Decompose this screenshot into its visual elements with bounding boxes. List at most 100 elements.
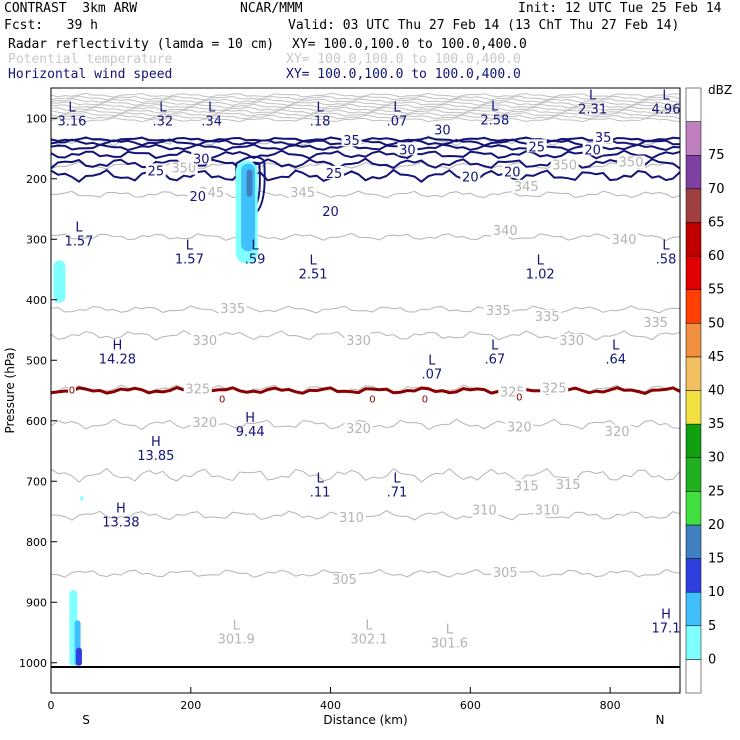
- colorbar-label: 75: [708, 148, 725, 163]
- colorbar-swatch: [685, 188, 702, 223]
- theta-label-bg: [169, 161, 198, 175]
- theta-label: 315: [556, 478, 581, 493]
- low-marker: L: [159, 101, 167, 116]
- extremum-value: .59: [245, 252, 266, 267]
- theta-contour-320: [50, 418, 681, 430]
- theta-label-bg: [540, 381, 569, 395]
- y-tick-label: 500: [26, 354, 47, 367]
- theta-label: 320: [507, 421, 532, 436]
- low-marker: L: [491, 99, 499, 114]
- theta-label: 320: [192, 416, 217, 431]
- surface-high-marker: H: [661, 608, 671, 623]
- y-axis-title: Pressure (hPa): [3, 347, 17, 433]
- valid-time: Valid: 03 UTC Thu 27 Feb 14 (13 ChT Thu …: [288, 18, 680, 33]
- colorbar-label: 35: [708, 417, 725, 432]
- y-tick-label: 800: [26, 536, 47, 549]
- theta-contour-335: [50, 305, 681, 314]
- wind-label-bg: [432, 122, 453, 136]
- zero-label-bg: [67, 384, 76, 394]
- wind-label-bg: [320, 204, 341, 218]
- theta-label-bg: [183, 382, 212, 396]
- wind-label: 20: [189, 190, 206, 205]
- zero-label-bg: [218, 393, 227, 403]
- low-marker: L: [428, 353, 436, 368]
- theta-label-bg: [330, 573, 359, 587]
- colorbar-unit: dBZ: [708, 83, 732, 97]
- wind-label-bg: [593, 130, 614, 144]
- wind-label-bg: [191, 151, 212, 165]
- surface-value: 17.1: [652, 622, 681, 637]
- field3-xy: XY= 100.0,100.0 to 100.0,400.0: [286, 67, 521, 82]
- colorbar-label: 50: [708, 316, 725, 331]
- extremum-value: .64: [605, 352, 626, 367]
- reflectivity-cell: [53, 260, 66, 303]
- colorbar-label: 15: [708, 552, 725, 567]
- field2-name: Potential temperature: [8, 52, 173, 67]
- theta-contour-upper: [50, 100, 681, 106]
- surface-low-marker: L: [233, 618, 241, 633]
- theta-contour-upper: [50, 114, 681, 120]
- extremum-value: 4.96: [652, 102, 681, 117]
- field2-xy: XY= 100.0,100.0 to 100.0,400.0: [286, 52, 521, 67]
- x-axis-title: Distance (km): [323, 713, 407, 727]
- theta-label-bg: [190, 415, 219, 429]
- low-marker: L: [251, 238, 259, 253]
- low-marker: L: [316, 471, 324, 486]
- theta-contour-upper: [50, 103, 681, 109]
- theta-contour-350: [50, 161, 681, 170]
- low-marker: L: [186, 238, 194, 253]
- wind-isotach: [50, 143, 681, 152]
- theta-label: 340: [612, 233, 637, 248]
- surface-low-marker: L: [365, 618, 373, 633]
- colorbar-swatch: [685, 323, 702, 358]
- wind-label: 20: [462, 171, 479, 186]
- theta-label-bg: [491, 565, 520, 579]
- wind-label: 20: [504, 166, 521, 181]
- colorbar-swatch: [685, 591, 702, 627]
- theta-label: 320: [605, 425, 630, 440]
- theta-contour-340: [50, 232, 681, 241]
- extremum-value: 1.57: [175, 252, 204, 267]
- theta-contour-upper: [50, 98, 681, 104]
- low-marker: L: [316, 101, 324, 116]
- theta-label-bg: [288, 185, 317, 199]
- reflectivity-cell: [75, 647, 82, 666]
- extremum-value: 13.85: [137, 449, 174, 464]
- zero-label: 0: [422, 394, 428, 405]
- extremum-value: .18: [310, 115, 331, 130]
- theta-label: 305: [332, 573, 357, 588]
- extremum-value: 14.28: [99, 352, 136, 367]
- colorbar-label: 0: [708, 652, 716, 667]
- theta-label: 335: [220, 302, 245, 317]
- surface-value: 301.9: [218, 632, 255, 647]
- colorbar-label: 60: [708, 249, 725, 264]
- low-marker: L: [68, 101, 76, 116]
- forecast-hour: Fcst: 39 h: [4, 18, 98, 33]
- high-marker: H: [116, 502, 126, 517]
- theta-label-bg: [554, 478, 583, 492]
- y-tick-label: 200: [26, 173, 47, 186]
- south-label: S: [82, 713, 90, 727]
- x-tick-label: 600: [460, 699, 481, 712]
- axes: 0 200 400 600 800100200300400500600700800900…: [3, 87, 681, 727]
- wind-label: 30: [193, 152, 210, 167]
- wind-isotach: [50, 138, 681, 147]
- high-marker: H: [245, 411, 255, 426]
- extremum-value: 1.57: [64, 234, 93, 249]
- wind-label-bg: [526, 139, 547, 153]
- theta-label: 345: [290, 186, 315, 201]
- wind-label: 35: [343, 134, 360, 149]
- wind-label-bg: [145, 163, 166, 177]
- theta-label-bg: [617, 155, 646, 169]
- theta-label: 325: [542, 381, 567, 396]
- extremum-value: 3.16: [57, 115, 86, 130]
- extremum-value: 2.31: [578, 102, 607, 117]
- y-tick-label: 400: [26, 294, 47, 307]
- colorbar-swatch: [685, 558, 702, 593]
- colorbar-label: 20: [708, 518, 725, 533]
- theta-label-bg: [557, 334, 586, 348]
- theta-label: 310: [472, 504, 497, 519]
- theta-label: 350: [552, 159, 577, 174]
- wind-label: 30: [434, 123, 451, 138]
